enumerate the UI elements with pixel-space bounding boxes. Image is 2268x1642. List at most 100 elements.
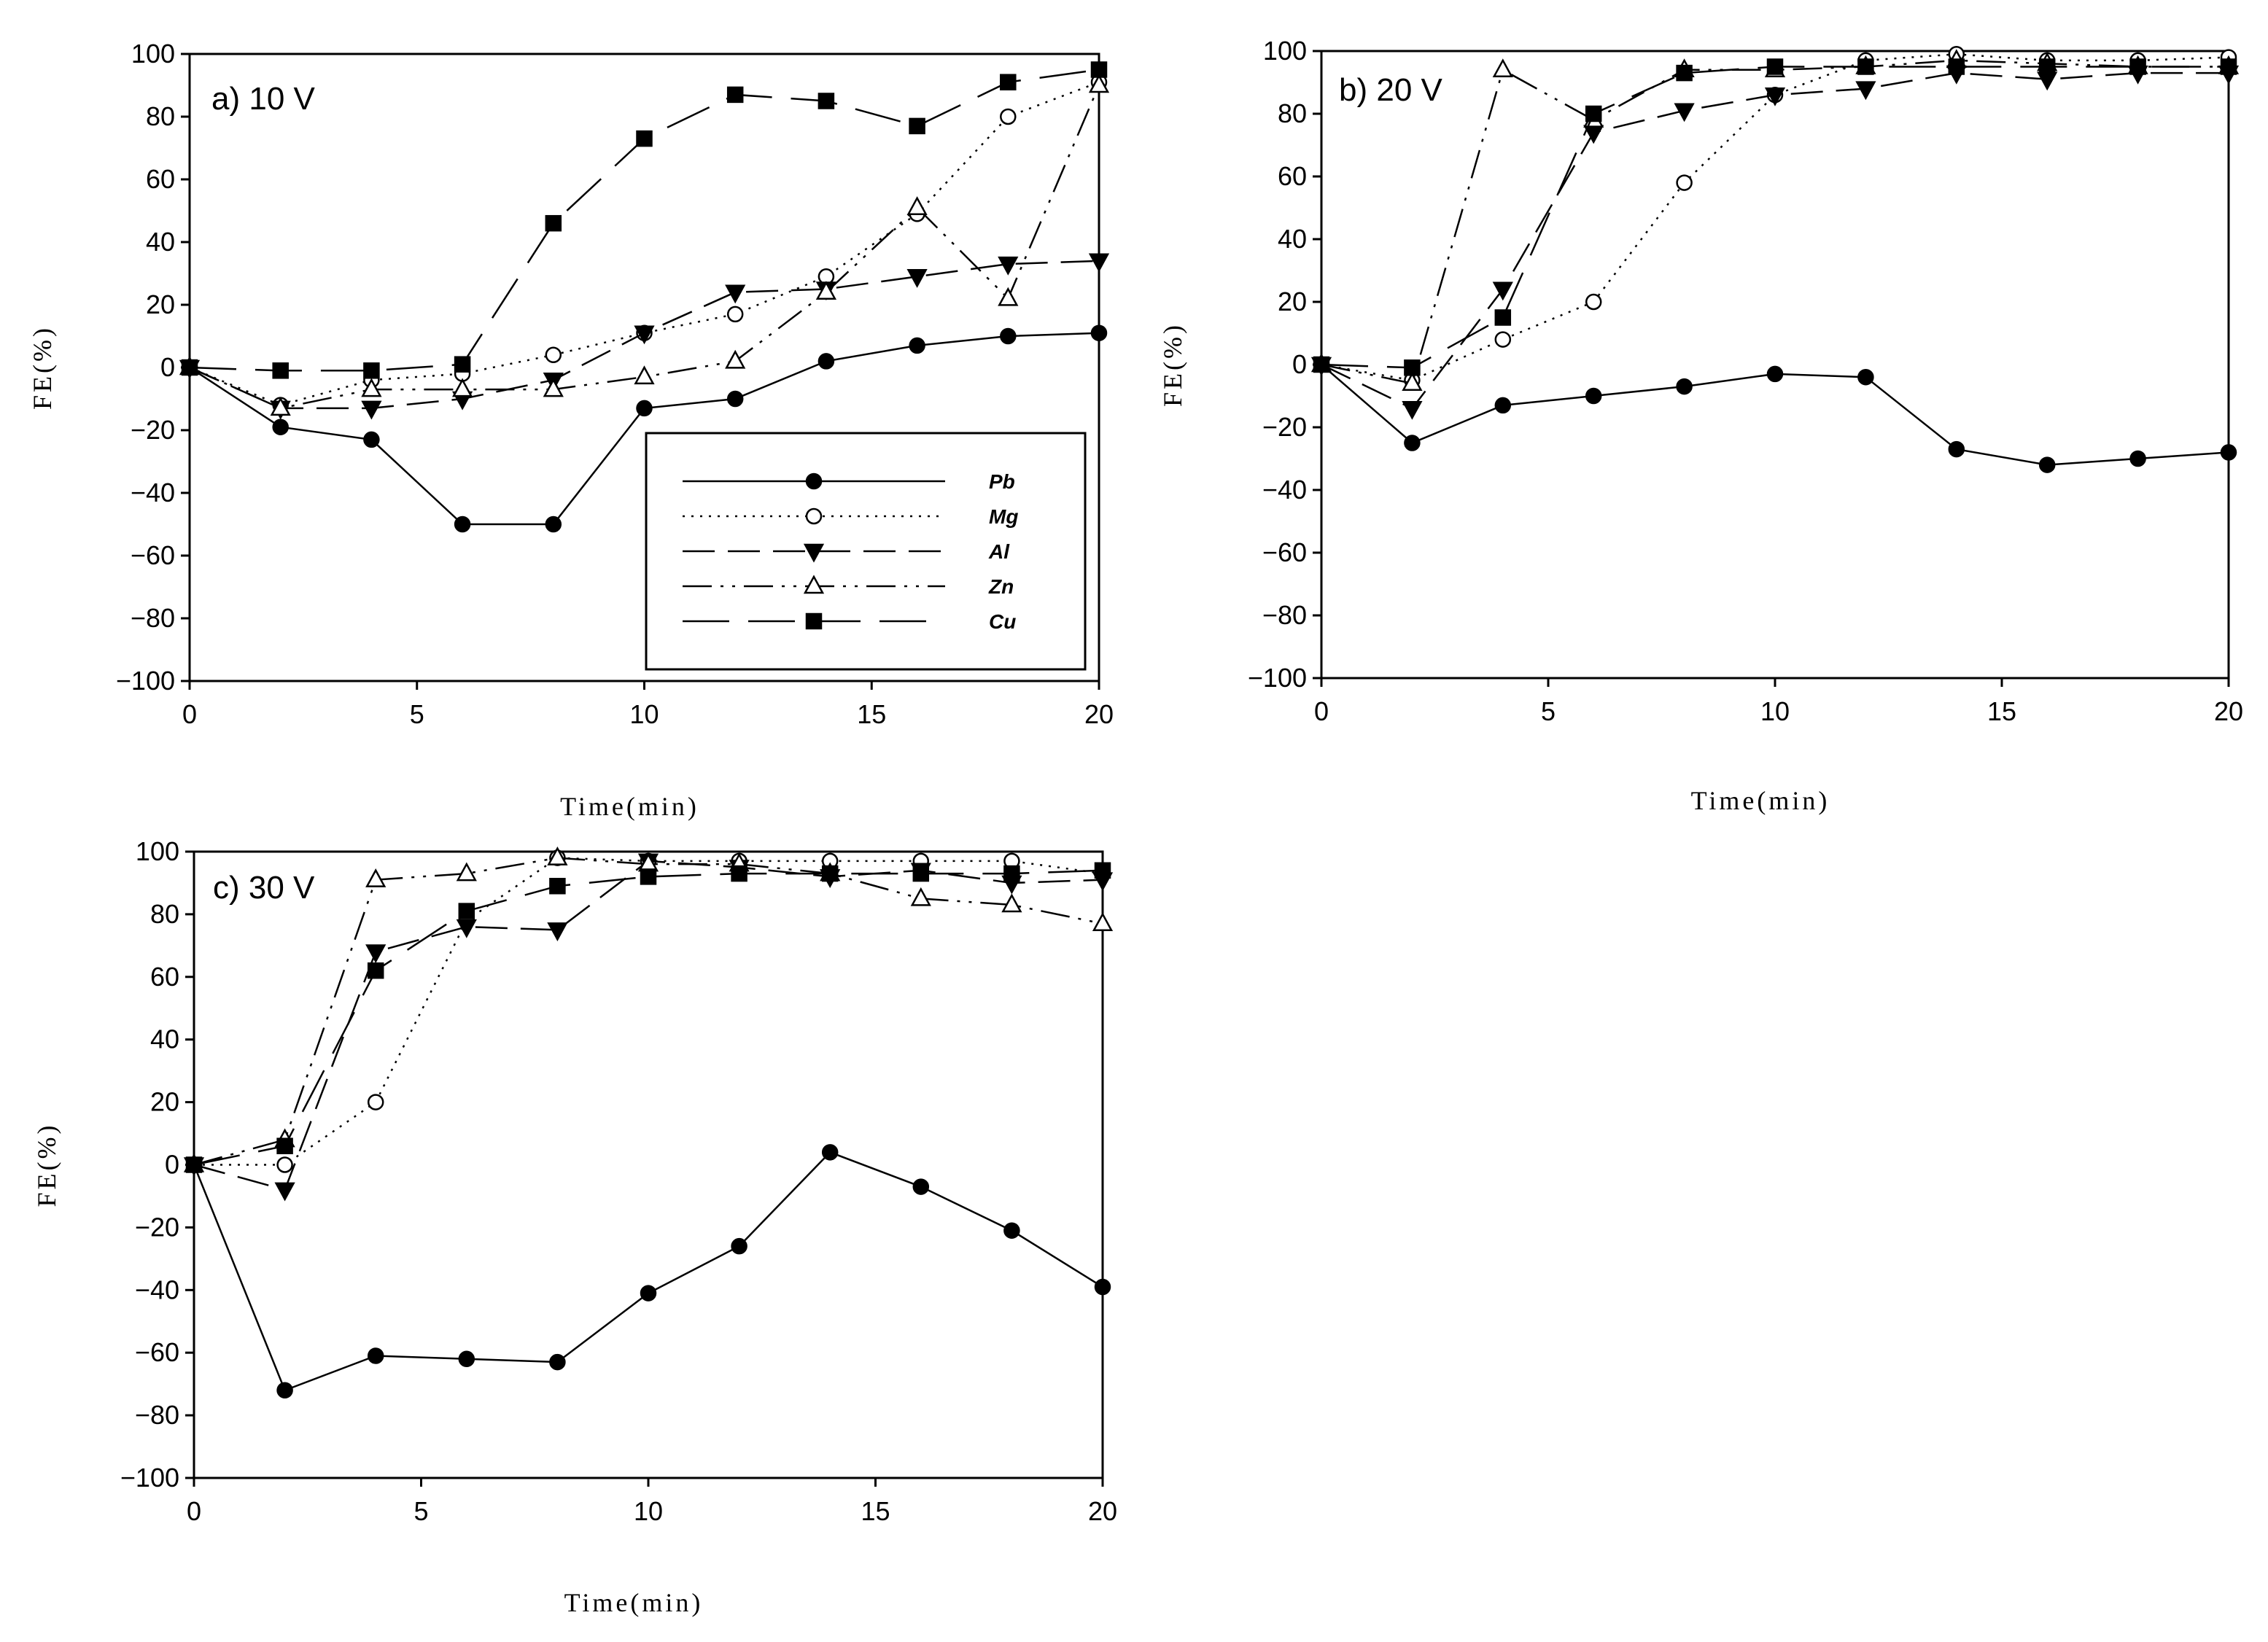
x-tick-label: 15 bbox=[861, 1496, 890, 1526]
data-point-cu bbox=[1766, 58, 1784, 75]
data-point-mg bbox=[1000, 108, 1017, 125]
y-tick-label: −40 bbox=[131, 478, 175, 507]
data-point-cu bbox=[545, 214, 562, 232]
series-line-al bbox=[1321, 71, 2229, 410]
legend-marker-mg bbox=[805, 507, 823, 525]
y-tick-label: −20 bbox=[1262, 412, 1307, 442]
x-tick-label: 5 bbox=[413, 1496, 428, 1526]
y-axis-title: FE(%) bbox=[28, 325, 57, 410]
data-point-pb bbox=[1094, 1278, 1111, 1296]
y-tick-label: 20 bbox=[150, 1087, 179, 1117]
data-point-cu bbox=[1090, 61, 1108, 78]
data-point-pb bbox=[363, 431, 380, 448]
data-point-zn bbox=[1492, 58, 1513, 78]
data-point-pb bbox=[818, 353, 835, 370]
x-tick-label: 5 bbox=[1541, 696, 1556, 726]
y-tick-label: −60 bbox=[135, 1337, 179, 1367]
y-tick-label: 60 bbox=[146, 164, 175, 194]
series-pb bbox=[185, 1144, 1111, 1398]
series-line-mg bbox=[1321, 53, 2229, 381]
data-point-cu bbox=[818, 93, 835, 109]
data-point-al bbox=[1674, 103, 1695, 122]
data-point-cu bbox=[731, 865, 747, 882]
y-tick-label: 80 bbox=[146, 101, 175, 131]
data-point-al bbox=[725, 284, 746, 304]
data-point-pb bbox=[276, 1382, 293, 1398]
series-pb bbox=[1313, 356, 2237, 473]
data-point-mg bbox=[367, 1094, 384, 1110]
series-line-al bbox=[193, 860, 1103, 1191]
data-point-pb bbox=[726, 390, 744, 408]
series-cu bbox=[185, 862, 1111, 1173]
x-axis-title: Time(min) bbox=[1691, 786, 1830, 815]
data-point-pb bbox=[1766, 365, 1784, 383]
data-point-cu bbox=[363, 362, 380, 379]
data-point-cu bbox=[1404, 359, 1421, 376]
data-point-cu bbox=[912, 865, 930, 882]
data-point-al bbox=[906, 269, 928, 288]
x-axis-title: Time(min) bbox=[564, 1588, 704, 1617]
y-tick-label: −80 bbox=[135, 1400, 179, 1430]
y-tick-label: 40 bbox=[150, 1024, 179, 1054]
data-point-pb bbox=[2220, 444, 2237, 461]
data-point-cu bbox=[185, 1156, 203, 1173]
x-tick-label: 20 bbox=[1084, 699, 1114, 729]
data-point-pb bbox=[2038, 456, 2056, 473]
series-line-zn bbox=[193, 857, 1103, 1166]
data-point-pb bbox=[549, 1353, 566, 1371]
legend-label-pb: Pb bbox=[989, 470, 1015, 493]
x-tick-label: 10 bbox=[629, 699, 659, 729]
data-point-cu bbox=[276, 1137, 293, 1154]
x-tick-label: 10 bbox=[1760, 696, 1790, 726]
data-point-pb bbox=[636, 400, 653, 417]
data-point-zn bbox=[547, 846, 568, 865]
data-point-pb bbox=[1003, 1222, 1020, 1239]
data-point-cu bbox=[1000, 74, 1017, 90]
data-point-pb bbox=[731, 1237, 747, 1255]
data-point-cu bbox=[454, 356, 471, 373]
data-point-cu bbox=[1857, 58, 1874, 75]
series-mg bbox=[181, 74, 1108, 413]
data-point-mg bbox=[545, 346, 562, 364]
y-axis-title: FE(%) bbox=[1158, 322, 1187, 407]
data-point-pb bbox=[912, 1178, 930, 1195]
data-point-zn bbox=[725, 349, 746, 369]
legend-label-mg: Mg bbox=[989, 505, 1018, 528]
data-point-cu bbox=[549, 877, 566, 895]
data-point-cu bbox=[367, 962, 384, 979]
data-point-cu bbox=[640, 868, 657, 885]
series-cu bbox=[1313, 58, 2237, 376]
data-point-cu bbox=[1948, 58, 1965, 75]
chart-panel-2: −100 −80 −60 −40 −20 0 20 40 60 80 100 0 5 10 15 20 Time… bbox=[1158, 36, 2243, 815]
y-tick-label: −40 bbox=[135, 1275, 179, 1304]
series-line-zn bbox=[1321, 59, 2229, 385]
data-point-pb bbox=[909, 337, 925, 354]
data-point-al bbox=[1764, 87, 1786, 106]
y-tick-label: −100 bbox=[120, 1463, 179, 1493]
y-tick-label: −40 bbox=[1262, 475, 1307, 505]
y-tick-label: −20 bbox=[131, 415, 175, 445]
data-point-al bbox=[1402, 400, 1423, 420]
series-mg bbox=[185, 849, 1111, 1173]
data-point-pb bbox=[545, 515, 562, 533]
data-point-pb bbox=[1494, 397, 1512, 414]
data-point-pb bbox=[1585, 387, 1602, 405]
data-point-cu bbox=[1313, 356, 1330, 373]
data-point-al bbox=[547, 922, 568, 941]
series-cu bbox=[181, 61, 1108, 379]
y-tick-label: 40 bbox=[146, 227, 175, 257]
legend-label-al: Al bbox=[988, 540, 1010, 563]
series-pb bbox=[181, 324, 1108, 533]
legend-label-cu: Cu bbox=[989, 610, 1016, 633]
y-tick-label: −20 bbox=[135, 1212, 179, 1242]
x-tick-label: 0 bbox=[187, 1496, 201, 1526]
data-point-pb bbox=[1857, 368, 1874, 386]
x-tick-label: 20 bbox=[1088, 1496, 1117, 1526]
data-point-cu bbox=[1094, 862, 1111, 879]
series-line-cu bbox=[1321, 66, 2229, 369]
x-tick-label: 15 bbox=[1987, 696, 2016, 726]
panel-title: c) 30 V bbox=[213, 870, 315, 906]
data-point-al bbox=[998, 256, 1019, 276]
y-tick-label: −100 bbox=[116, 666, 175, 696]
